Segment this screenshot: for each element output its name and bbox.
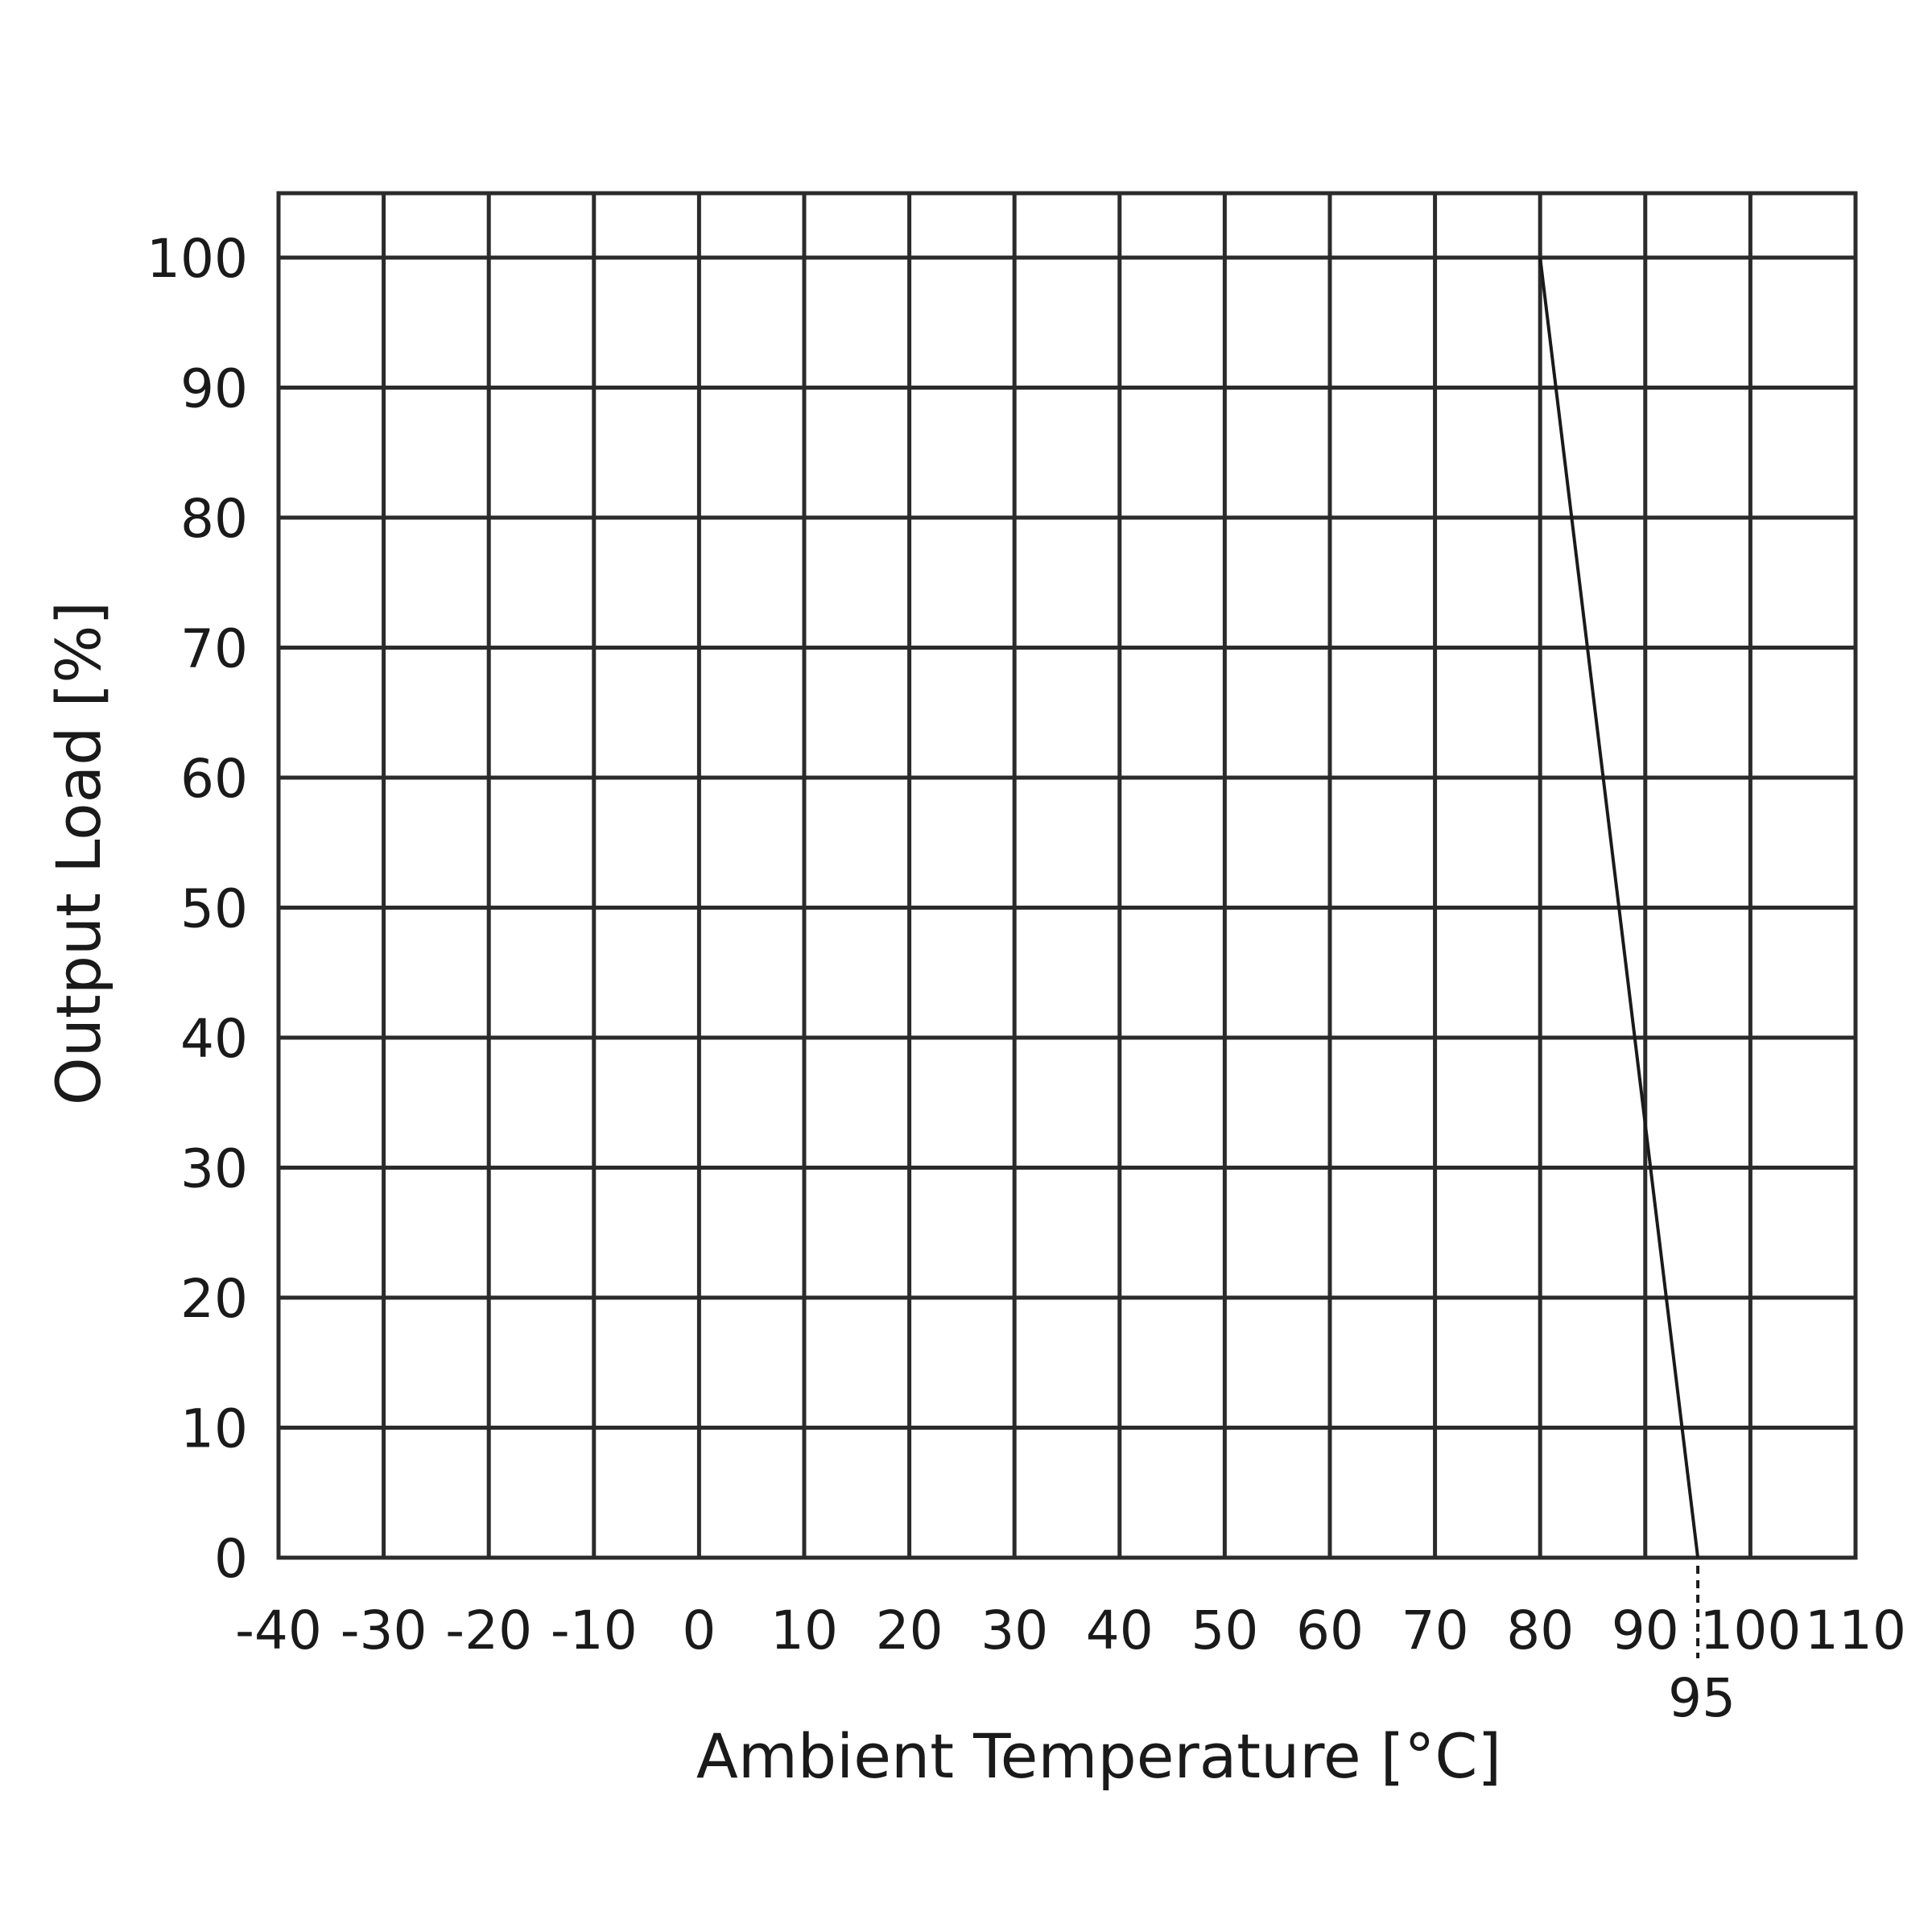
x-axis-label: Ambient Temperature [°C] — [696, 1720, 1501, 1792]
y-tick-label: 30 — [180, 1138, 248, 1200]
y-tick-label: 60 — [180, 748, 248, 810]
x-tick-label: -20 — [445, 1600, 532, 1662]
marker-95-label: 95 — [1668, 1667, 1736, 1729]
plot-frame — [276, 191, 1858, 1560]
x-tick-label: -40 — [235, 1600, 322, 1662]
x-tick-label: 10 — [770, 1600, 838, 1662]
y-tick-label: 90 — [180, 358, 248, 420]
y-axis-label: Output Load [%] — [43, 601, 114, 1105]
grid — [276, 193, 1858, 1560]
x-tick-label: 90 — [1612, 1600, 1679, 1662]
x-tick-label: 100 — [1699, 1600, 1801, 1662]
special-marker: 95 — [1668, 1566, 1736, 1729]
x-tick-label: 70 — [1402, 1600, 1469, 1662]
x-tick-labels: -40 -30 -20 -10 0 10 20 30 40 50 60 70 80 90 100 110 — [235, 1600, 1906, 1662]
x-tick-label: 30 — [980, 1600, 1048, 1662]
y-tick-label: 80 — [180, 488, 248, 550]
y-tick-labels: 0 10 20 30 40 50 60 70 80 90 100 — [147, 228, 248, 1590]
y-tick-label: 20 — [180, 1268, 248, 1330]
y-tick-label: 0 — [214, 1528, 248, 1590]
y-tick-label: 100 — [147, 228, 248, 290]
x-tick-label: 50 — [1191, 1600, 1258, 1662]
x-tick-label: 0 — [682, 1600, 716, 1662]
y-tick-label: 70 — [180, 618, 248, 680]
x-tick-label: -30 — [341, 1600, 427, 1662]
x-tick-label: -10 — [551, 1600, 638, 1662]
x-tick-label: 60 — [1296, 1600, 1364, 1662]
y-tick-label: 50 — [180, 878, 248, 940]
series-layer — [1538, 257, 1700, 1558]
derating-curve — [1538, 257, 1700, 1558]
x-tick-label: 20 — [876, 1600, 943, 1662]
x-tick-label: 40 — [1086, 1600, 1154, 1662]
x-tick-label: 110 — [1805, 1600, 1906, 1662]
x-tick-label: 80 — [1506, 1600, 1574, 1662]
y-tick-label: 40 — [180, 1008, 248, 1070]
y-tick-label: 10 — [180, 1398, 248, 1460]
